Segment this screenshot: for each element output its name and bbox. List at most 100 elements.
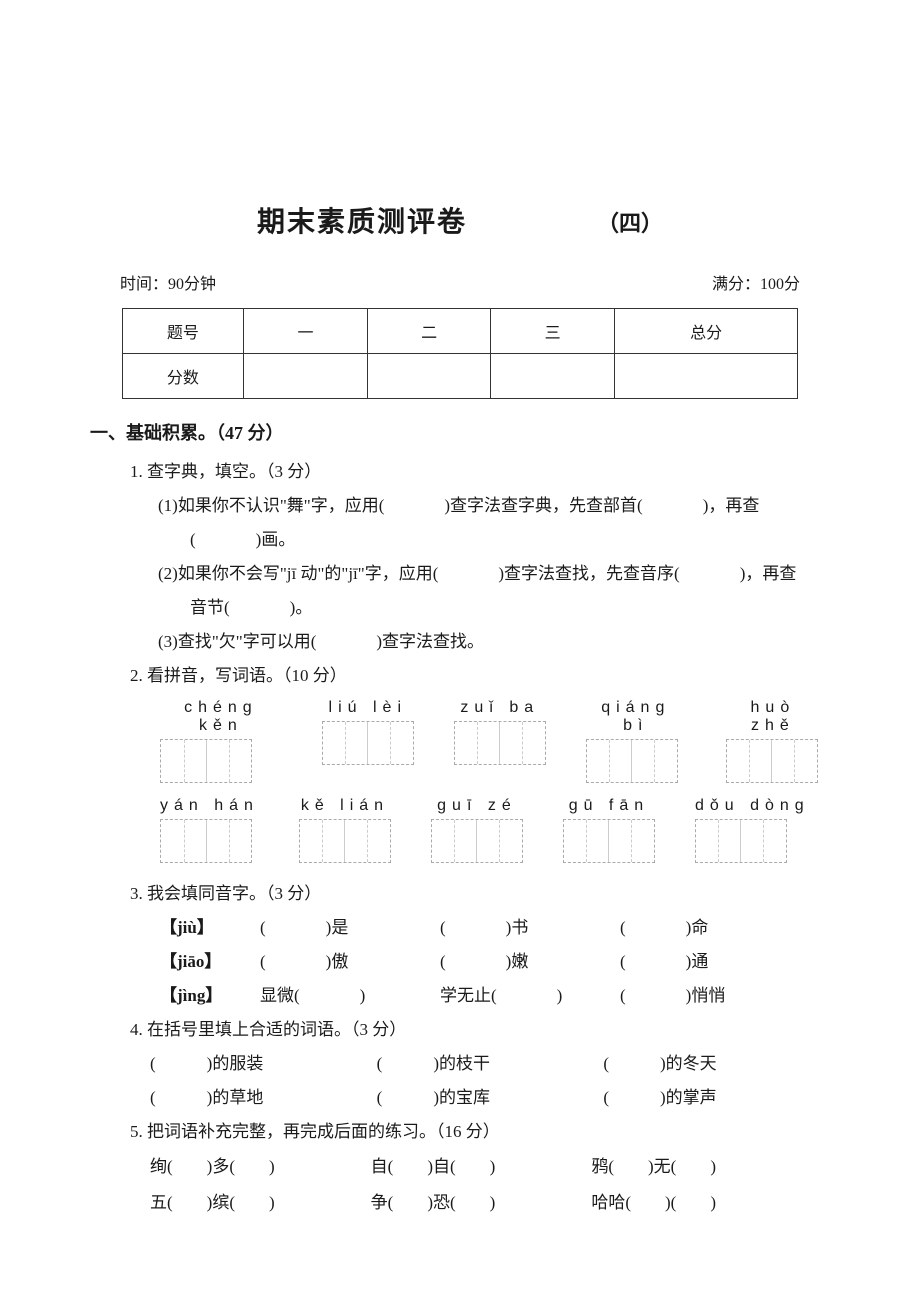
pinyin-item: gū fān <box>563 797 655 863</box>
score-table: 题号 一 二 三 总分 分数 <box>122 308 799 399</box>
homo-cell: ( )是 <box>260 911 430 945</box>
row-header: 分数 <box>122 354 244 399</box>
write-box[interactable] <box>431 819 523 863</box>
col-header: 三 <box>491 309 615 354</box>
write-box[interactable] <box>695 819 787 863</box>
score-cell[interactable] <box>367 354 491 399</box>
pinyin-label: gū fān <box>563 797 655 815</box>
text: )通 <box>686 952 709 971</box>
score-cell[interactable] <box>491 354 615 399</box>
time-label: 时间：90分钟 <box>120 270 216 294</box>
q3-title: 3. 我会填同音字。（3 分） <box>130 877 820 911</box>
text: ( <box>440 918 446 937</box>
write-box[interactable] <box>454 721 546 765</box>
q1-line3: (3)查找"欠"字可以用()查字法查找。 <box>158 625 820 659</box>
homo-row: 【jiāo】 ()傲 ()嫩 ()通 <box>160 945 820 979</box>
pinyin-item: yán hán <box>160 797 259 863</box>
idiom-row: 五( )缤( ) 争( )恐( ) 哈哈( )( ) <box>150 1185 820 1221</box>
page-subtitle: （四） <box>597 206 663 238</box>
text: )是 <box>326 918 349 937</box>
pinyin-label: qiáng bì <box>586 699 686 735</box>
fill-row: ( )的草地 ( )的宝库 ( )的掌声 <box>150 1081 820 1115</box>
idiom-cell[interactable]: 哈哈( )( ) <box>591 1185 800 1221</box>
text: ) <box>360 986 366 1005</box>
title-row: 期末素质测评卷 （四） <box>100 200 820 240</box>
pinyin-item: guī zé <box>431 797 523 863</box>
text: ( <box>190 530 196 549</box>
pinyin-label: kě lián <box>299 797 391 815</box>
text: 学无止( <box>440 986 497 1005</box>
text: ( <box>440 952 446 971</box>
fill-cell[interactable]: ( )的草地 <box>150 1081 367 1115</box>
pinyin-row-2: yán hán kě lián guī zé gū fān dǒu dòng <box>160 797 820 863</box>
homo-cell: ()命 <box>620 911 790 945</box>
q1-line1: (1)如果你不认识"舞"字，应用( )查字法查字典，先查部首( )，再查 <box>158 489 820 523</box>
text: )命 <box>686 918 709 937</box>
text: 音节( <box>190 598 230 617</box>
write-box[interactable] <box>160 819 252 863</box>
text: )，再查 <box>740 564 797 583</box>
write-box[interactable] <box>160 739 252 783</box>
q4-title: 4. 在括号里填上合适的词语。（3 分） <box>130 1013 820 1047</box>
pinyin-label: yán hán <box>160 797 259 815</box>
text: (1)如果你不认识"舞"字，应用( <box>158 496 384 515</box>
pinyin-item: kě lián <box>299 797 391 863</box>
write-box[interactable] <box>299 819 391 863</box>
section-heading: 一、基础积累。（47 分） <box>90 419 820 445</box>
homo-key: 【jìng】 <box>160 979 250 1013</box>
text: (2)如果你不会写"jī 动"的"jī"字，应用( <box>158 564 438 583</box>
fill-cell[interactable]: ( )的宝库 <box>377 1081 594 1115</box>
meta-row: 时间：90分钟 满分：100分 <box>120 270 800 294</box>
pinyin-item: qiáng bì <box>586 699 686 783</box>
fill-cell[interactable]: ( )的掌声 <box>603 1081 820 1115</box>
homo-cell: ( )书 <box>440 911 610 945</box>
pinyin-label: huò zhě <box>726 699 820 735</box>
text: ( <box>260 952 266 971</box>
write-box[interactable] <box>563 819 655 863</box>
homo-row: 【jiù】 ( )是 ( )书 ()命 <box>160 911 820 945</box>
score-cell[interactable] <box>614 354 797 399</box>
homo-cell: 学无止() <box>440 979 610 1013</box>
idiom-cell[interactable]: 绚( )多( ) <box>150 1149 359 1185</box>
homo-key: 【jiù】 <box>160 911 250 945</box>
homo-cell: ()悄悄 <box>620 979 790 1013</box>
text: )悄悄 <box>686 986 726 1005</box>
fill-cell[interactable]: ( )的服装 <box>150 1047 367 1081</box>
idiom-cell[interactable]: 争( )恐( ) <box>371 1185 580 1221</box>
score-cell[interactable] <box>244 354 368 399</box>
fill-cell[interactable]: ( )的枝干 <box>377 1047 594 1081</box>
idiom-cell[interactable]: 鸦( )无( ) <box>591 1149 800 1185</box>
pinyin-label: chéng kěn <box>160 699 282 735</box>
homo-row: 【jìng】 显微() 学无止() ()悄悄 <box>160 979 820 1013</box>
text: ( <box>260 918 266 937</box>
homo-cell: ( )傲 <box>260 945 430 979</box>
write-box[interactable] <box>322 721 414 765</box>
text: )嫩 <box>506 952 529 971</box>
text: (3)查找"欠"字可以用( <box>158 632 316 651</box>
text: )画。 <box>256 530 296 549</box>
pinyin-item: huò zhě <box>726 699 820 783</box>
pinyin-label: zuǐ ba <box>454 699 546 717</box>
write-box[interactable] <box>726 739 818 783</box>
pinyin-row-1: chéng kěn liú lèi zuǐ ba qiáng bì huò zh… <box>160 699 820 783</box>
text: )，再查 <box>703 496 760 515</box>
write-box[interactable] <box>586 739 678 783</box>
q1-title: 1. 查字典，填空。（3 分） <box>130 455 820 489</box>
idiom-cell[interactable]: 自( )自( ) <box>371 1149 580 1185</box>
text: ) <box>557 986 563 1005</box>
text: )书 <box>506 918 529 937</box>
pinyin-item: zuǐ ba <box>454 699 546 783</box>
pinyin-label: dǒu dòng <box>695 797 810 815</box>
idiom-cell[interactable]: 五( )缤( ) <box>150 1185 359 1221</box>
text: )傲 <box>326 952 349 971</box>
text: )查字法查字典，先查部首( <box>444 496 642 515</box>
text: ( <box>620 952 626 971</box>
page-title: 期末素质测评卷 <box>257 200 467 240</box>
col-header: 二 <box>367 309 491 354</box>
q1-line2: (2)如果你不会写"jī 动"的"jī"字，应用()查字法查找，先查音序()，再… <box>158 557 820 591</box>
q1-line1d: ( )画。 <box>190 523 820 557</box>
fill-cell[interactable]: ( )的冬天 <box>603 1047 820 1081</box>
pinyin-item: dǒu dòng <box>695 797 810 863</box>
homo-cell: ( )嫩 <box>440 945 610 979</box>
pinyin-item: liú lèi <box>322 699 414 783</box>
